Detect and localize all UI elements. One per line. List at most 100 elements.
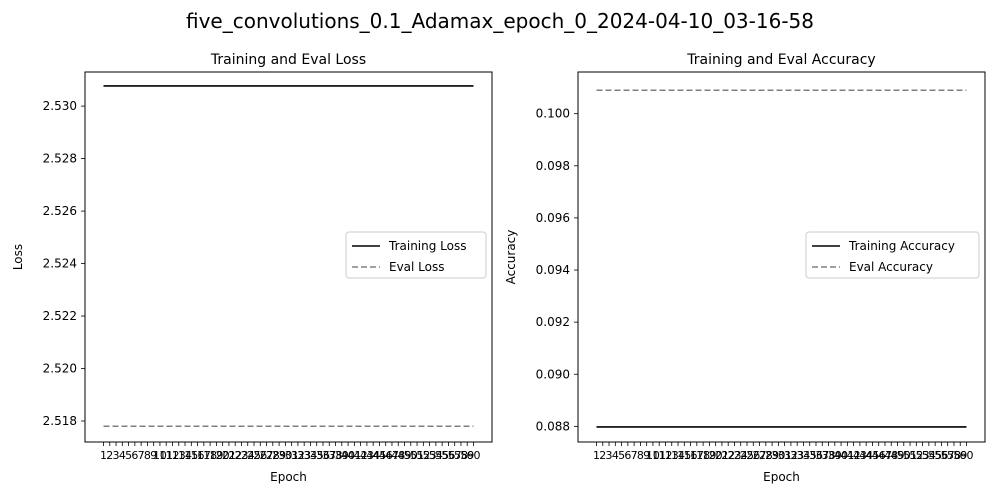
y-tick-label: 2.530 [43,99,77,113]
x-tick-label: 45 [372,449,386,462]
accuracy-y-axis-label: Accuracy [504,230,518,285]
x-tick-label: 8 [637,449,644,462]
x-tick-label: 9 [150,449,157,462]
x-tick-label: 24 [734,449,748,462]
x-tick-label: 58 [454,449,468,462]
x-tick-label: 56 [441,449,455,462]
x-tick-label: 20 [216,449,230,462]
loss-legend: Training Loss Eval Loss [345,231,487,279]
y-tick-label: 2.524 [43,257,77,271]
x-tick-label: 32 [784,449,798,462]
x-tick-label: 22 [721,449,735,462]
x-tick-label: 53 [916,449,930,462]
x-tick-label: 15 [677,449,691,462]
x-tick-label: 3 [113,449,120,462]
y-tick-label: 0.094 [536,263,570,277]
x-tick-label: 55 [435,449,449,462]
x-tick-label: 17 [197,449,211,462]
x-tick-label: 49 [398,449,412,462]
x-tick-label: 10 [153,449,167,462]
x-tick-label: 26 [253,449,267,462]
x-tick-label: 53 [423,449,437,462]
x-tick-label: 46 [379,449,393,462]
loss-x-axis-label: Epoch [270,470,307,484]
figure-suptitle: five_convolutions_0.1_Adamax_epoch_0_202… [186,9,814,33]
x-tick-label: 40 [834,449,848,462]
x-tick-label: 16 [191,449,205,462]
x-tick-label: 33 [790,449,804,462]
y-tick-label: 2.518 [43,414,77,428]
loss-y-axis-label: Loss [11,244,25,270]
x-tick-label: 35 [310,449,324,462]
x-tick-label: 44 [366,449,380,462]
x-tick-label: 25 [740,449,754,462]
x-tick-label: 17 [690,449,704,462]
x-tick-label: 55 [928,449,942,462]
x-tick-label: 23 [727,449,741,462]
x-tick-label: 5 [125,449,132,462]
accuracy-chart-title: Training and Eval Accuracy [686,52,875,68]
x-tick-label: 24 [241,449,255,462]
x-tick-label: 26 [746,449,760,462]
x-tick-label: 48 [884,449,898,462]
x-tick-label: 20 [709,449,723,462]
x-tick-label: 7 [138,449,145,462]
x-tick-label: 54 [429,449,443,462]
x-tick-label: 47 [385,449,399,462]
x-tick-label: 59 [460,449,474,462]
y-tick-label: 0.098 [536,159,570,173]
x-tick-label: 30 [278,449,292,462]
x-tick-label: 32 [291,449,305,462]
x-tick-label: 13 [172,449,186,462]
x-tick-label: 59 [953,449,967,462]
x-tick-label: 8 [144,449,151,462]
x-tick-label: 28 [759,449,773,462]
x-tick-label: 57 [448,449,462,462]
x-tick-label: 4 [612,449,619,462]
x-tick-label: 44 [859,449,873,462]
accuracy-legend: Training Accuracy Eval Accuracy [805,231,980,279]
x-tick-label: 42 [354,449,368,462]
x-tick-label: 23 [234,449,248,462]
x-tick-label: 28 [266,449,280,462]
y-tick-label: 2.520 [43,362,77,376]
x-tick-label: 47 [878,449,892,462]
x-tick-label: 34 [303,449,317,462]
y-tick-label: 2.526 [43,204,77,218]
x-tick-label: 38 [822,449,836,462]
x-tick-label: 51 [410,449,424,462]
x-tick-label: 30 [771,449,785,462]
x-tick-label: 10 [646,449,660,462]
x-tick-label: 19 [209,449,223,462]
x-tick-label: 6 [624,449,631,462]
y-tick-label: 2.528 [43,152,77,166]
x-tick-label: 60 [960,449,974,462]
x-tick-label: 5 [618,449,625,462]
x-tick-label: 43 [853,449,867,462]
x-tick-label: 18 [203,449,217,462]
x-tick-label: 41 [840,449,854,462]
x-tick-label: 19 [702,449,716,462]
x-tick-label: 45 [865,449,879,462]
x-tick-label: 35 [803,449,817,462]
x-tick-label: 60 [467,449,481,462]
y-tick-label: 0.092 [536,315,570,329]
legend-label: Training Accuracy [848,239,955,253]
x-tick-label: 14 [178,449,192,462]
y-tick-label: 0.088 [536,419,570,433]
x-tick-label: 11 [652,449,666,462]
y-tick-label: 0.090 [536,367,570,381]
legend-box [345,231,487,279]
x-tick-label: 29 [765,449,779,462]
x-tick-label: 58 [947,449,961,462]
x-tick-label: 42 [847,449,861,462]
x-tick-label: 3 [606,449,613,462]
x-tick-label: 43 [360,449,374,462]
x-tick-label: 57 [941,449,955,462]
accuracy-x-axis-label: Epoch [763,470,800,484]
legend-box [805,231,980,279]
accuracy-plot-frame [577,71,986,443]
